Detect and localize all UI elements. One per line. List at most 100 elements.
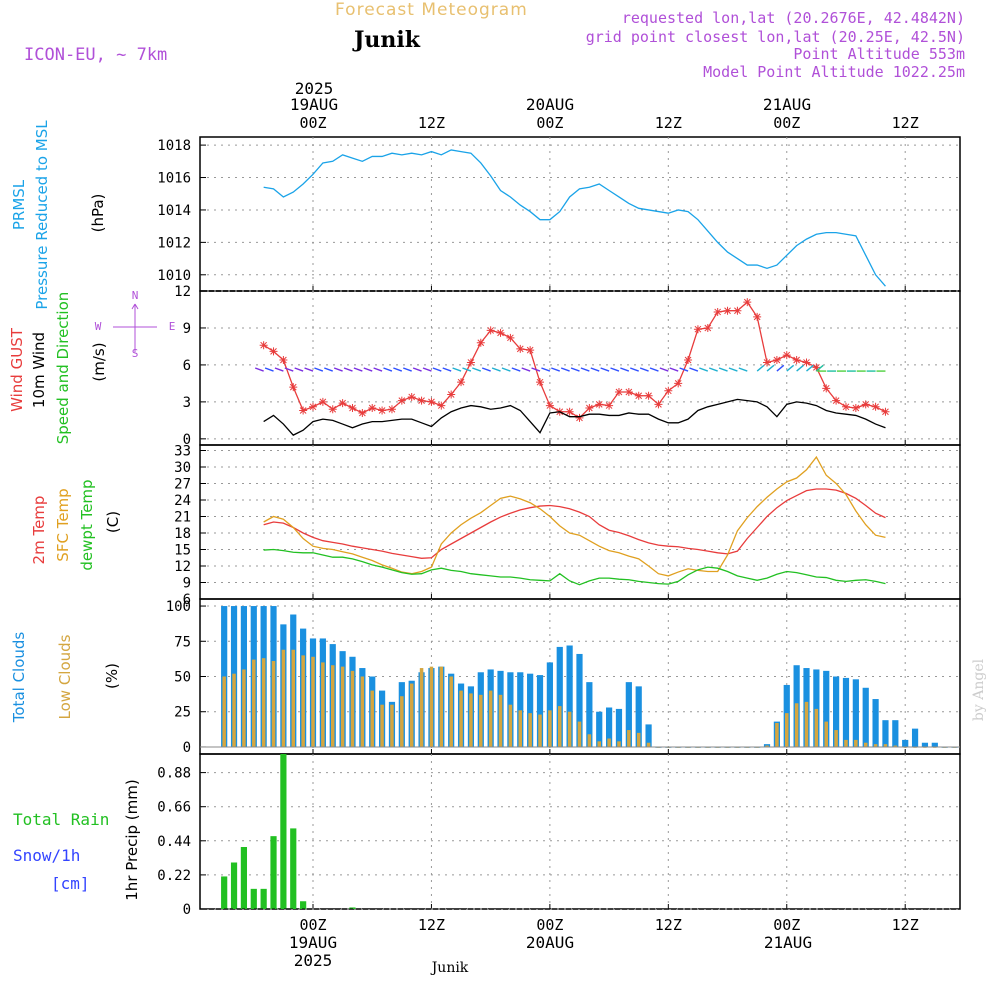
top-date-2: 20AUG bbox=[526, 95, 574, 114]
y-tick-label: 1010 bbox=[157, 268, 191, 284]
clouds-bar bbox=[400, 696, 404, 747]
wind-arrow bbox=[422, 367, 432, 372]
pressure-frame bbox=[199, 136, 961, 292]
clouds-bar bbox=[863, 742, 868, 747]
gust-marker bbox=[506, 333, 515, 342]
gust-marker bbox=[733, 306, 742, 315]
gust-marker bbox=[644, 391, 653, 400]
y-tick-label: 100 bbox=[166, 599, 191, 615]
precip-bar bbox=[290, 828, 297, 909]
precip-bar bbox=[240, 847, 248, 909]
clouds-bar bbox=[765, 745, 769, 747]
clouds-bar bbox=[991, 747, 997, 748]
gust-marker bbox=[397, 396, 406, 405]
clouds-bar bbox=[548, 710, 552, 747]
gust-marker bbox=[269, 347, 278, 356]
top-date-1: 19AUG bbox=[290, 95, 338, 114]
point-altitude: Point Altitude 553m bbox=[793, 45, 965, 63]
clouds-bar bbox=[301, 655, 305, 747]
gust-marker bbox=[368, 404, 377, 413]
compass-n: N bbox=[132, 289, 139, 302]
y-tick-label: 1018 bbox=[157, 138, 191, 154]
wind-arrow bbox=[264, 367, 274, 372]
y-tick-label: 12 bbox=[174, 559, 191, 575]
clouds-bar bbox=[892, 720, 899, 747]
y-tick-label: 24 bbox=[174, 493, 191, 509]
gust-marker bbox=[792, 355, 801, 364]
gust-marker bbox=[693, 325, 702, 334]
clouds-bar bbox=[982, 747, 986, 748]
wind-arrow bbox=[511, 367, 521, 372]
clouds-marks bbox=[200, 606, 997, 748]
pressure-line bbox=[263, 149, 886, 287]
clouds-bar bbox=[556, 646, 563, 747]
clouds-bar bbox=[973, 747, 977, 748]
10m-wind-line bbox=[263, 398, 886, 436]
gust-marker bbox=[654, 400, 663, 409]
gust-marker bbox=[723, 306, 732, 315]
pressure-title: PRMSL bbox=[10, 179, 28, 230]
wind-arrow bbox=[383, 367, 393, 372]
wind-arrow bbox=[403, 367, 412, 372]
clouds-bar bbox=[961, 747, 967, 748]
wind-arrow bbox=[786, 364, 795, 372]
clouds-bar bbox=[518, 710, 523, 747]
y-tick-label: 0 bbox=[183, 432, 191, 448]
clouds-bar bbox=[370, 690, 374, 747]
low-clouds-label: Low Clouds bbox=[56, 634, 74, 719]
gust-marker bbox=[516, 344, 525, 353]
clouds-bar bbox=[597, 741, 601, 747]
gust-marker bbox=[545, 401, 554, 410]
gust-marker bbox=[496, 328, 505, 337]
total-clouds-label: Total Clouds bbox=[10, 632, 28, 724]
clouds-bar bbox=[763, 744, 771, 747]
y-tick-label: 75 bbox=[174, 634, 191, 650]
precip-bar bbox=[270, 836, 277, 909]
clouds-bar bbox=[380, 704, 384, 747]
y-tick-label: 0.66 bbox=[157, 800, 191, 816]
wind-arrow bbox=[738, 367, 748, 372]
bottom-tick-label: 00Z bbox=[773, 916, 800, 934]
top-tick-label: 12Z bbox=[418, 114, 445, 132]
clouds-bar bbox=[785, 713, 789, 747]
wind-arrow bbox=[294, 367, 304, 372]
precip-marks bbox=[200, 754, 960, 909]
wind-arrow bbox=[304, 367, 314, 372]
clouds-bar bbox=[536, 675, 544, 747]
top-tick-label: 00Z bbox=[299, 114, 326, 132]
clouds-bar bbox=[852, 679, 859, 747]
footer-location: Junik bbox=[430, 960, 469, 976]
gust-marker bbox=[526, 346, 535, 355]
gust-marker bbox=[417, 396, 426, 405]
gust-marker bbox=[565, 407, 574, 416]
gust-marker bbox=[763, 358, 772, 367]
wind-arrow bbox=[728, 367, 738, 372]
clouds-bar bbox=[814, 708, 819, 747]
clouds-bar bbox=[576, 653, 583, 747]
temperature-frame bbox=[199, 444, 961, 600]
gust-marker bbox=[437, 401, 446, 410]
clouds-bar bbox=[390, 704, 394, 747]
y-tick-label: 15 bbox=[174, 543, 191, 559]
clouds-bar bbox=[261, 658, 266, 747]
clouds-bar bbox=[538, 714, 542, 747]
clouds-bar bbox=[862, 687, 869, 747]
sfc-label: SFC Temp bbox=[54, 488, 72, 561]
gust-marker bbox=[614, 388, 623, 397]
gust-marker bbox=[536, 378, 545, 387]
wind-arrow bbox=[718, 367, 728, 372]
y-tick-label: 18 bbox=[174, 526, 191, 542]
wind-arrow bbox=[501, 367, 511, 372]
gust-marker bbox=[802, 358, 811, 367]
clouds-bar bbox=[242, 669, 246, 747]
clouds-bar bbox=[567, 711, 572, 747]
clouds-bar bbox=[607, 738, 611, 747]
top-year-1: 2025 bbox=[295, 79, 334, 98]
clouds-bar bbox=[508, 704, 513, 747]
y-tick-label: 21 bbox=[174, 510, 191, 526]
gust-marker bbox=[328, 405, 337, 414]
gust-marker bbox=[664, 386, 673, 395]
clouds-bar bbox=[498, 694, 503, 747]
